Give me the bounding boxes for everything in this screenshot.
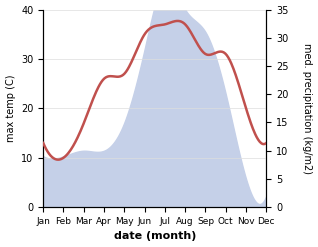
X-axis label: date (month): date (month) bbox=[114, 231, 196, 242]
Y-axis label: max temp (C): max temp (C) bbox=[5, 75, 16, 142]
Y-axis label: med. precipitation (kg/m2): med. precipitation (kg/m2) bbox=[302, 43, 313, 174]
